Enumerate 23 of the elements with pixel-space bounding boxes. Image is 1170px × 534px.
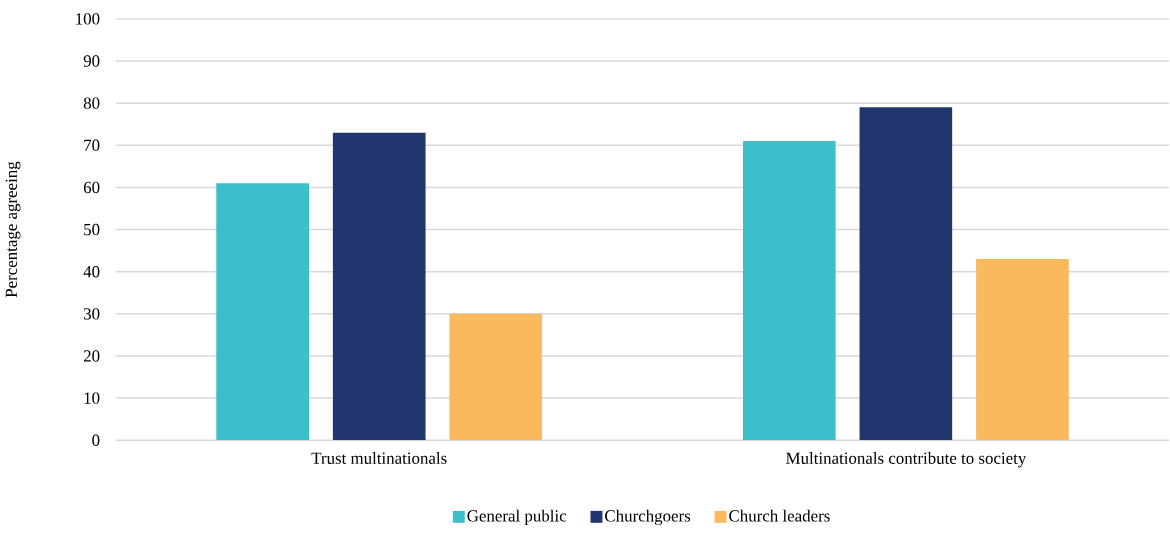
x-tick-label: Multinationals contribute to society xyxy=(786,452,1027,468)
y-tick-label: 20 xyxy=(83,350,100,362)
y-axis-title: Percentage agreeing xyxy=(5,161,21,298)
y-tick-label: 40 xyxy=(83,266,100,278)
y-tick-label: 90 xyxy=(83,55,100,67)
y-tick-label: 50 xyxy=(84,224,100,236)
y-tick-label: 70 xyxy=(84,139,100,152)
y-tick-label: 60 xyxy=(83,181,100,194)
bar xyxy=(332,132,426,441)
x-tick-label: Trust multinationals xyxy=(311,452,447,465)
legend-label: Church leaders xyxy=(729,509,830,522)
y-tick-label: 0 xyxy=(92,434,100,447)
y-tick-label: 30 xyxy=(83,308,100,320)
y-tick-label: 100 xyxy=(76,13,100,25)
bar xyxy=(976,259,1069,441)
legend-label: Churchgoers xyxy=(605,509,691,526)
bar xyxy=(743,141,836,441)
bar xyxy=(449,314,543,441)
bar xyxy=(859,107,953,441)
y-tick-label: 80 xyxy=(83,97,100,110)
legend-label: General public xyxy=(467,509,567,526)
y-tick-label: 10 xyxy=(84,392,100,404)
bar xyxy=(216,183,309,441)
